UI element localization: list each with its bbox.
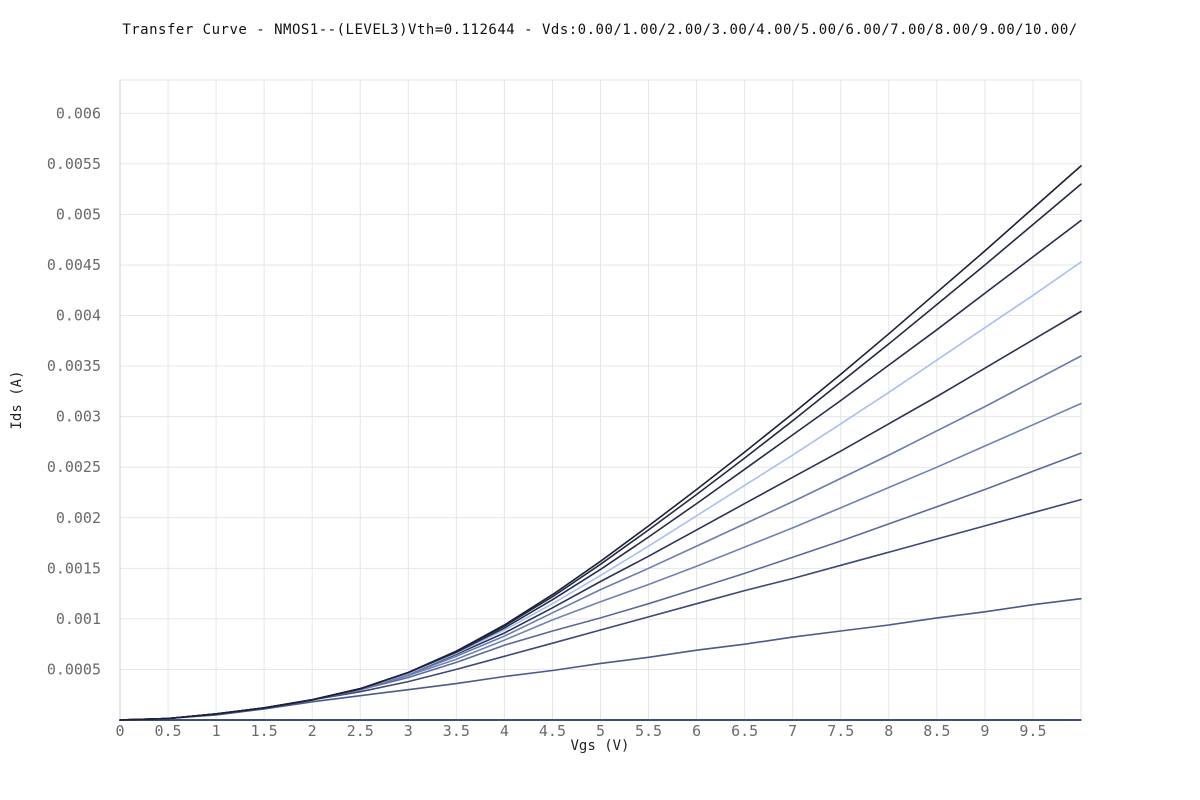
x-tick-label: 8 bbox=[884, 722, 893, 740]
x-tick-label: 6 bbox=[692, 722, 701, 740]
y-axis-label: Ids (A) bbox=[9, 370, 25, 429]
y-tick-label: 0.0045 bbox=[47, 256, 101, 274]
grid bbox=[119, 79, 1082, 720]
x-tick-label: 6.5 bbox=[731, 722, 758, 740]
x-tick-label: 5.5 bbox=[635, 722, 662, 740]
x-tick-label: 9.5 bbox=[1019, 722, 1046, 740]
x-tick-labels: 0 0.5 1 1.5 2 2.5 3 3.5 4 4.5 5 5.5 6 6.5 7 7.5 8 8.5 9 9.5 bbox=[115, 722, 1046, 740]
x-tick-label: 0.5 bbox=[155, 722, 182, 740]
x-tick-label: 5 bbox=[596, 722, 605, 740]
x-tick-label: 4.5 bbox=[539, 722, 566, 740]
series-line-1 bbox=[119, 597, 1082, 721]
y-tick-label: 0.001 bbox=[56, 610, 101, 628]
x-tick-label: 0 bbox=[115, 722, 124, 740]
y-tick-label: 0.004 bbox=[56, 307, 101, 325]
x-tick-label: 2.5 bbox=[347, 722, 374, 740]
y-tick-label: 0.0015 bbox=[47, 559, 101, 577]
x-tick-label: 3 bbox=[404, 722, 413, 740]
y-tick-label: 0.006 bbox=[56, 104, 101, 122]
y-tick-label: 0.0005 bbox=[47, 660, 101, 678]
x-tick-label: 4 bbox=[500, 722, 509, 740]
series-line-10 bbox=[119, 165, 1082, 721]
x-tick-label: 9 bbox=[980, 722, 989, 740]
y-tick-label: 0.003 bbox=[56, 408, 101, 426]
x-tick-label: 8.5 bbox=[923, 722, 950, 740]
x-axis-label: Vgs (V) bbox=[570, 738, 629, 754]
y-tick-labels: 0.0005 0.001 0.0015 0.002 0.0025 0.003 0.0035 0… bbox=[47, 104, 101, 678]
x-tick-label: 3.5 bbox=[443, 722, 470, 740]
x-tick-label: 1 bbox=[212, 722, 221, 740]
x-tick-label: 2 bbox=[308, 722, 317, 740]
series-layer bbox=[119, 165, 1082, 721]
x-tick-label: 1.5 bbox=[251, 722, 278, 740]
y-tick-label: 0.0035 bbox=[47, 357, 101, 375]
y-tick-label: 0.005 bbox=[56, 205, 101, 223]
chart-title: Transfer Curve - NMOS1--(LEVEL3)Vth=0.11… bbox=[122, 22, 1078, 38]
x-tick-label: 7 bbox=[788, 722, 797, 740]
x-tick-label: 7.5 bbox=[827, 722, 854, 740]
y-tick-label: 0.0055 bbox=[47, 155, 101, 173]
y-tick-label: 0.0025 bbox=[47, 458, 101, 476]
y-tick-label: 0.002 bbox=[56, 509, 101, 527]
